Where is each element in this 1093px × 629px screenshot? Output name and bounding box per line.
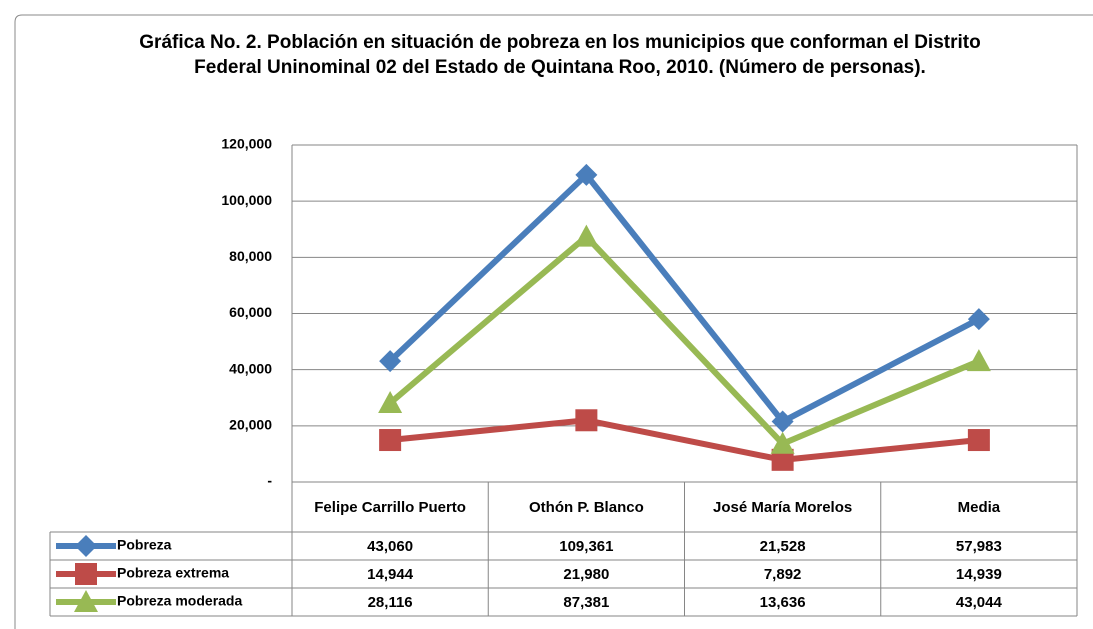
- marker: [75, 563, 97, 585]
- data-label: 21,980: [563, 565, 610, 583]
- data-label: 43,060: [367, 537, 414, 555]
- marker: [574, 224, 599, 247]
- chart-frame: [14, 14, 1093, 629]
- marker: [967, 308, 990, 331]
- data-label: 43,044: [955, 593, 1002, 611]
- legend-label: Pobreza: [117, 537, 172, 553]
- series-line: [389, 417, 980, 463]
- category-label: Othón P. Blanco: [529, 498, 644, 516]
- y-tick-label: 20,000: [229, 417, 272, 433]
- data-label: 14,944: [367, 565, 414, 583]
- y-tick-label: 60,000: [229, 304, 272, 320]
- data-label: 14,939: [955, 565, 1002, 583]
- category-label: Media: [957, 498, 1001, 516]
- data-label: 21,528: [759, 537, 806, 555]
- marker: [771, 410, 794, 433]
- marker: [75, 535, 97, 557]
- marker: [967, 429, 990, 452]
- series-line: [388, 233, 981, 447]
- marker: [771, 448, 794, 471]
- chart-title: Gráfica No. 2. Población en situación de…: [139, 32, 981, 78]
- y-tick-label: 100,000: [221, 192, 272, 208]
- y-tick-label: -: [267, 473, 272, 489]
- category-label: José María Morelos: [713, 498, 853, 516]
- data-label: 57,983: [955, 537, 1002, 555]
- data-label: 109,361: [559, 537, 614, 555]
- marker: [379, 429, 402, 452]
- data-label: 87,381: [563, 593, 610, 611]
- marker: [379, 350, 402, 373]
- marker: [575, 409, 598, 432]
- y-tick-label: 40,000: [229, 360, 272, 376]
- marker: [378, 391, 403, 414]
- series-line: [388, 171, 981, 425]
- marker: [770, 431, 795, 454]
- data-label: 7,892: [763, 565, 802, 583]
- marker: [74, 590, 98, 612]
- category-label: Felipe Carrillo Puerto: [314, 498, 466, 516]
- legend-label: Pobreza moderada: [117, 593, 242, 609]
- data-label: 28,116: [367, 593, 413, 611]
- y-tick-label: 80,000: [229, 248, 272, 264]
- marker: [966, 349, 991, 372]
- y-tick-label: 120,000: [221, 136, 272, 152]
- legend-label: Pobreza extrema: [117, 565, 229, 581]
- marker: [575, 163, 598, 186]
- data-label: 13,636: [759, 593, 806, 611]
